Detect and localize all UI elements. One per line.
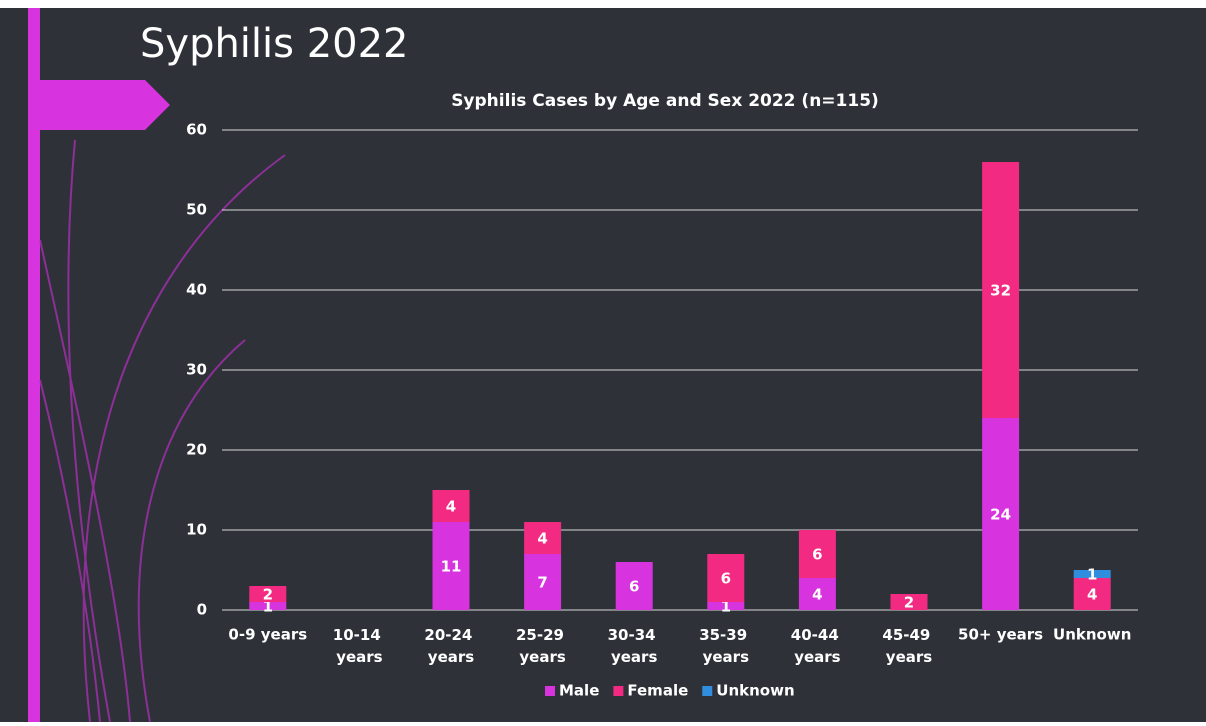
bar-segment [524,522,562,554]
legend-label: Unknown [716,682,794,700]
x-tick-line: 40-44 [791,626,844,644]
x-tick-label: 30-34 years [608,626,661,666]
x-tick-line: years [703,648,749,666]
x-tick-line: 25-29 [516,626,569,644]
legend-swatch [702,686,713,696]
value-label: 1 [721,598,731,616]
accent-arrow [28,80,170,130]
x-tick-line: 30-34 [608,626,661,644]
x-tick-line: years [611,648,657,666]
y-tick-label: 10 [186,521,207,539]
bar-segment [615,562,653,610]
x-tick-line: years [794,648,840,666]
value-label: 32 [990,282,1011,300]
legend-swatch [545,686,555,696]
value-label: 1 [263,598,273,616]
bar-segment [1073,570,1111,578]
value-label: 2 [904,594,914,612]
x-tick-label: 0-9 years [228,626,307,644]
value-label: 6 [629,578,639,596]
bar-segment [707,554,745,602]
legend-label: Male [559,682,599,700]
chart-title: Syphilis Cases by Age and Sex 2022 (n=11… [451,91,879,111]
x-tick-line: 35-39 [699,626,752,644]
x-tick-label: 10-14 years [333,626,386,666]
bar-segment [249,602,287,610]
y-tick-label: 50 [186,201,207,219]
bar-segment [982,418,1020,610]
y-tick-label: 60 [186,121,207,139]
bar-segment [249,586,287,602]
value-label: 6 [721,570,731,588]
value-label: 4 [1087,586,1097,604]
y-tick-label: 40 [186,281,207,299]
x-tick-label: 20-24 years [424,626,477,666]
bar-segment [798,578,836,610]
value-label: 4 [446,498,456,516]
value-label: 4 [537,530,547,548]
bar-segment [432,490,470,522]
value-label: 6 [812,546,822,564]
value-label: 7 [537,574,547,592]
value-label: 1 [1087,566,1097,584]
x-tick-label: 25-29 years [516,626,569,666]
bar-segment [890,594,928,610]
value-label: 24 [990,506,1011,524]
x-tick-label: 35-39 years [699,626,752,666]
x-tick-line: 10-14 [333,626,386,644]
value-label: 11 [441,558,462,576]
legend-swatch [613,686,624,696]
x-tick-label: 45-49 years [882,626,935,666]
y-tick-label: 30 [186,361,207,379]
x-tick-line: 20-24 [424,626,477,644]
bar-segment [432,522,470,610]
y-tick-label: 0 [197,601,207,619]
x-tick-line: 45-49 [882,626,935,644]
accent-bar [28,8,40,722]
x-tick-label: 40-44 years [791,626,844,666]
slide-background [0,8,1206,722]
decor-curves [39,139,286,723]
bar-segment [982,162,1020,418]
bar-segment [1073,578,1111,610]
x-tick-line: years [886,648,932,666]
x-tick-label: Unknown [1053,626,1131,644]
bar-segment [524,554,562,610]
slide-title: Syphilis 2022 [140,21,409,67]
x-tick-line: years [428,648,474,666]
x-tick-line: years [336,648,382,666]
bar-segment [798,530,836,578]
value-label: 2 [263,586,273,604]
bar-segment [707,602,745,610]
value-label: 4 [812,586,822,604]
x-tick-label: 50+ years [958,626,1043,644]
x-tick-line: years [519,648,565,666]
legend-label: Female [627,682,688,700]
y-tick-label: 20 [186,441,207,459]
